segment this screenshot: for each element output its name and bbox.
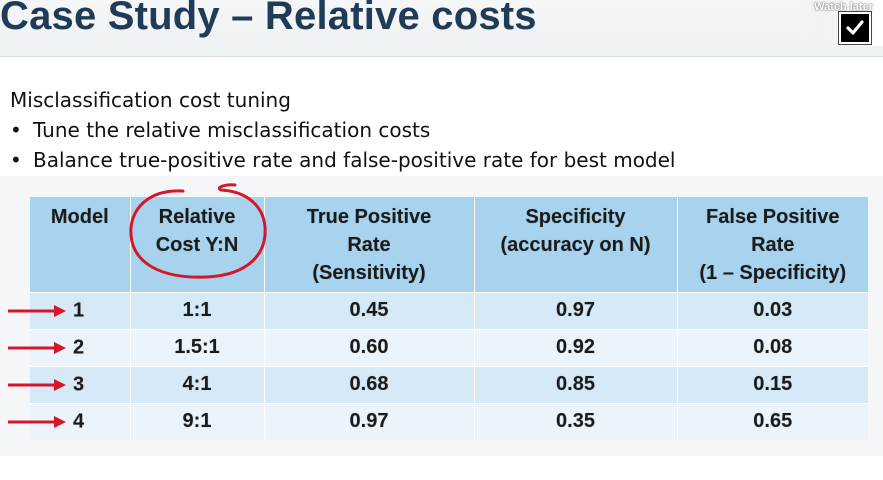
red-arrow-icon	[8, 378, 66, 391]
table-row: 4 9:1 0.97 0.35 0.65	[8, 402, 868, 440]
model-cell: 4	[8, 402, 131, 440]
bullet-item: • Balance true-positive rate and false-p…	[10, 145, 676, 175]
tpr-cell: 0.68	[264, 365, 475, 403]
watch-later-button[interactable]	[839, 12, 871, 44]
bullet-item: • Tune the relative misclassification co…	[10, 115, 676, 145]
specificity-cell: 0.97	[474, 291, 678, 329]
bullet-text: Balance true-positive rate and false-pos…	[33, 148, 676, 172]
table-row: 3 4:1 0.68 0.85 0.15	[8, 365, 868, 403]
header-true-positive-rate: True Positive Rate (Sensitivity)	[264, 197, 475, 292]
tpr-cell: 0.97	[264, 402, 475, 440]
header-relative-cost: Relative Cost Y:N	[130, 197, 265, 292]
fpr-cell: 0.08	[677, 328, 868, 366]
header-model: Model	[30, 197, 131, 292]
table-row: 1 1:1 0.45 0.97 0.03	[8, 291, 868, 329]
red-arrow-icon	[8, 415, 66, 428]
bullet-list: Misclassification cost tuning • Tune the…	[10, 85, 676, 175]
title-bar: Case Study – Relative costs	[0, 0, 883, 57]
model-cell: 1	[8, 291, 131, 329]
fpr-cell: 0.15	[677, 365, 868, 403]
header-false-positive-rate: False Positive Rate (1 – Specificity)	[677, 197, 868, 292]
header-specificity: Specificity (accuracy on N)	[474, 197, 678, 292]
model-cell: 3	[8, 365, 131, 403]
fpr-cell: 0.03	[677, 291, 868, 329]
bullet-dot: •	[10, 148, 22, 172]
slide-title: Case Study – Relative costs	[0, 0, 537, 38]
specificity-cell: 0.85	[474, 365, 678, 403]
table-row: 2 1.5:1 0.60 0.92 0.08	[8, 328, 868, 366]
model-cell: 2	[8, 328, 131, 366]
cost-cell: 1:1	[130, 291, 265, 329]
content-heading: Misclassification cost tuning	[10, 88, 291, 112]
specificity-cell: 0.92	[474, 328, 678, 366]
cost-cell: 4:1	[130, 365, 265, 403]
specificity-cell: 0.35	[474, 402, 678, 440]
cost-comparison-table: Model Relative Cost Y:N True Positive Ra…	[8, 197, 868, 440]
table-header-row: Model Relative Cost Y:N True Positive Ra…	[30, 197, 868, 292]
red-arrow-icon	[8, 341, 66, 354]
watch-later-label: Watch later	[814, 1, 873, 13]
bullet-text: Tune the relative misclassification cost…	[33, 118, 431, 142]
cost-cell: 1.5:1	[130, 328, 265, 366]
cost-cell: 9:1	[130, 402, 265, 440]
red-arrow-icon	[8, 304, 66, 317]
fpr-cell: 0.65	[677, 402, 868, 440]
tpr-cell: 0.60	[264, 328, 475, 366]
tpr-cell: 0.45	[264, 291, 475, 329]
checkbox-check-icon	[846, 20, 864, 35]
watch-later-overlay[interactable]: Watch later	[797, 0, 883, 46]
bullet-dot: •	[10, 118, 22, 142]
